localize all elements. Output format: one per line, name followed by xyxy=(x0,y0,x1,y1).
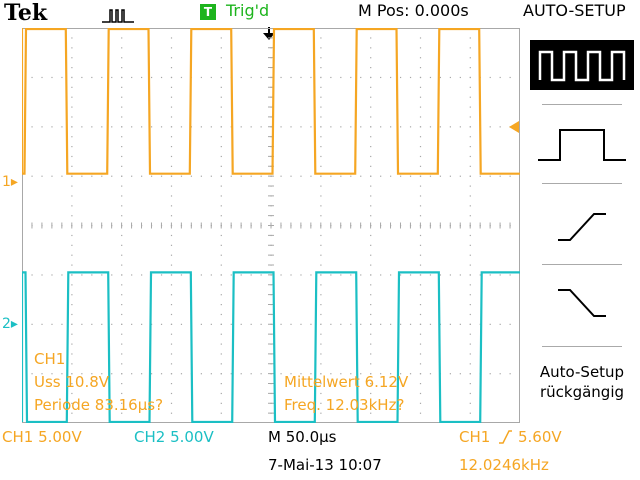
menu-divider xyxy=(542,264,622,265)
ch1-scale[interactable]: CH1 5.00V xyxy=(2,428,82,446)
trigger-level-marker[interactable] xyxy=(507,120,521,134)
horizontal-position: M Pos: 0.000s xyxy=(358,1,469,20)
menu-divider xyxy=(542,183,622,184)
menu-divider xyxy=(542,104,622,105)
menu-divider xyxy=(542,346,622,347)
ch2-scale[interactable]: CH2 5.00V xyxy=(134,428,214,446)
top-status-bar: Tek T Trig'd M Pos: 0.000s AUTO-SETUP xyxy=(0,0,640,28)
date-time: 7-Mai-13 10:07 xyxy=(268,456,382,474)
trigger-source: CH1 xyxy=(459,428,491,446)
ch2-ground-marker[interactable]: 2▸ xyxy=(2,316,18,332)
ch1-waveform xyxy=(22,28,520,175)
square-wave-multi-icon xyxy=(538,50,626,82)
measurement-channel: CH1 xyxy=(34,350,66,368)
falling-edge-icon xyxy=(558,289,606,317)
ch1-ground-marker[interactable]: 1▸ xyxy=(2,174,18,190)
brand-logo: Tek xyxy=(4,0,48,26)
trigger-status-icon: T xyxy=(200,4,216,20)
menu-option-multi-cycle[interactable] xyxy=(530,40,634,90)
menu-option-rising-edge[interactable] xyxy=(530,202,634,252)
undo-autosetup-button[interactable]: Auto-Setup rückgängig xyxy=(539,363,625,401)
menu-option-single-cycle[interactable] xyxy=(530,120,634,170)
measurement-period: Periode 83.16µs? xyxy=(34,396,164,414)
trigger-status: Trig'd xyxy=(226,1,270,20)
timebase[interactable]: M 50.0µs xyxy=(268,428,337,446)
measurement-frequency: Freq. 12.03kHz? xyxy=(284,396,405,414)
acquisition-icon xyxy=(102,9,134,23)
rising-edge-icon xyxy=(558,213,606,241)
ch2-waveform xyxy=(22,271,520,423)
graticule xyxy=(22,28,520,423)
trigger-frequency: 12.0246kHz xyxy=(459,456,549,474)
side-menu xyxy=(528,40,636,420)
waveform-display[interactable] xyxy=(22,28,520,423)
menu-option-falling-edge[interactable] xyxy=(530,278,634,328)
rising-slope-icon xyxy=(499,430,512,444)
measurement-mean: Mittelwert 6.12V xyxy=(284,373,409,391)
measurement-vss: Uss 10.8V xyxy=(34,373,110,391)
square-pulse-icon xyxy=(538,129,626,161)
trigger-level: 5.60V xyxy=(518,428,562,446)
menu-title: AUTO-SETUP xyxy=(523,1,626,20)
